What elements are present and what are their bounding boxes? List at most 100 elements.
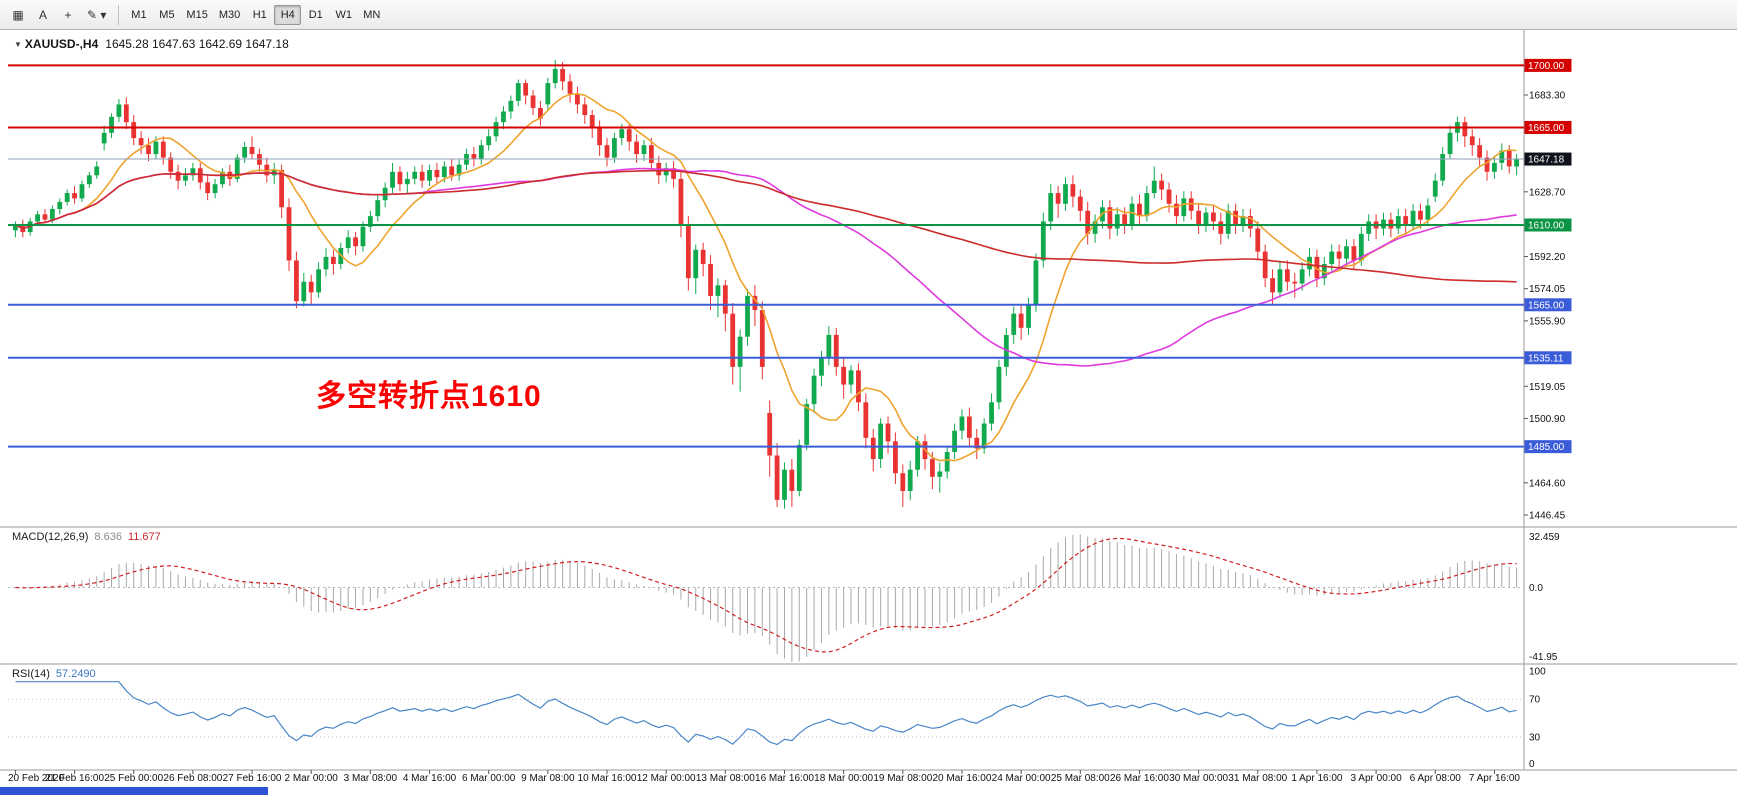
chart-title: ▼ XAUUSD-,H4 1645.28 1647.63 1642.69 1647.… (14, 37, 289, 51)
candle-body (49, 209, 55, 220)
candle-body (1063, 184, 1068, 204)
draw-tools-dropdown[interactable]: ✎ ▾ (87, 7, 107, 22)
candle-body (101, 132, 107, 144)
candle-body (575, 93, 580, 105)
candle-body (1314, 256, 1320, 279)
candle-body (1151, 180, 1157, 194)
bottom-tab-strip[interactable] (0, 787, 268, 795)
candle-body (249, 146, 255, 155)
candle-body (722, 285, 728, 314)
candle-body (1011, 313, 1017, 335)
price-tag-text: 1700.00 (1528, 61, 1565, 72)
candle-body (1196, 210, 1202, 225)
tf-m1-button[interactable]: M1 (131, 8, 147, 21)
candle-body (1247, 216, 1253, 229)
candle-body (308, 281, 314, 293)
candle-body (1077, 196, 1083, 211)
candle-body (1174, 203, 1179, 217)
candle-body (1321, 263, 1327, 279)
candle-body (183, 175, 188, 181)
time-tick-label: 19 Mar 08:00 (873, 773, 932, 784)
price-tick-label: 1574.05 (1529, 284, 1566, 295)
price-tag-text: 1647.18 (1528, 155, 1565, 166)
macd-value-2: 11.677 (127, 531, 161, 543)
candle-body (937, 471, 943, 477)
candle-body (345, 237, 351, 249)
candle-body (582, 104, 588, 116)
candle-body (1085, 210, 1091, 234)
candle-body (1225, 210, 1231, 234)
tf-m5-button[interactable]: M5 (159, 8, 175, 21)
toolbar-separator (118, 4, 120, 25)
tf-h1-button[interactable]: H1 (252, 8, 267, 21)
candle-body (1462, 122, 1468, 137)
time-tick-label: 31 Mar 08:00 (1228, 773, 1287, 784)
candle-body (1403, 216, 1409, 225)
time-tick-label: 20 Mar 16:00 (933, 773, 992, 784)
candle-body (131, 122, 137, 139)
tf-w1-button[interactable]: W1 (335, 8, 352, 21)
candle-body (330, 256, 336, 264)
tf-d1-button[interactable]: D1 (308, 8, 323, 21)
candle-body (390, 171, 395, 188)
candle-body (560, 68, 566, 82)
candle-body (841, 366, 847, 385)
candle-body (175, 171, 181, 181)
candle-body (1122, 214, 1128, 225)
candle-body (1033, 260, 1039, 305)
macd-scale-max: 32.459 (1529, 532, 1560, 543)
candle-body (360, 226, 366, 247)
tf-h4-button[interactable]: H4 (274, 4, 302, 25)
crosshair-tool[interactable]: + (64, 7, 72, 22)
candle-body (493, 122, 499, 137)
candle-body (870, 437, 876, 460)
tf-mn-button[interactable]: MN (363, 8, 381, 21)
candle-body (1477, 145, 1483, 158)
candle-body (64, 193, 70, 202)
text-tool[interactable]: A (38, 7, 47, 22)
candle-body (12, 224, 18, 231)
time-tick-label: 2 Mar 00:00 (285, 773, 339, 784)
price-tag-text: 1665.00 (1528, 123, 1565, 134)
tf-m30-button[interactable]: M30 (218, 8, 241, 21)
ma-line-10 (15, 92, 1517, 462)
macd-name: MACD(12,26,9) (12, 531, 89, 543)
tf-m15-button[interactable]: M15 (186, 8, 208, 21)
candle-body (1040, 221, 1046, 261)
time-tick-label: 30 Mar 00:00 (1169, 773, 1228, 784)
candle-body (944, 451, 950, 472)
candle-body (671, 168, 676, 179)
candle-body (1181, 198, 1187, 217)
candle-body (1203, 212, 1209, 225)
price-tag-1535.11 (1524, 351, 1572, 365)
candle-body (612, 138, 617, 158)
candle-body (205, 182, 211, 194)
candle-body (1277, 269, 1283, 293)
candle-body (1447, 132, 1453, 155)
candle-body (523, 83, 529, 96)
candle-body (1410, 210, 1416, 225)
candle-body (885, 423, 891, 442)
candle-body (146, 145, 151, 155)
candle-body (412, 171, 418, 179)
rsi-line (15, 681, 1517, 746)
candle-body (427, 170, 432, 181)
candle-body (1159, 180, 1165, 190)
candle-body (974, 437, 980, 449)
candle-body (759, 310, 765, 367)
candle-body (286, 207, 292, 261)
candle-body (1211, 212, 1216, 222)
candle-body (1425, 205, 1431, 220)
candle-body (294, 260, 299, 302)
chart-grid-tool[interactable]: ▦ (12, 7, 24, 22)
candle-body (1137, 203, 1142, 217)
candle-body (907, 469, 913, 491)
candle-body (1018, 313, 1024, 328)
candle-body (856, 370, 861, 403)
rsi-scale-label: 70 (1529, 695, 1541, 706)
candle-body (35, 214, 40, 222)
candle-body (1299, 269, 1305, 284)
candle-body (863, 402, 869, 438)
candle-body (375, 200, 381, 217)
